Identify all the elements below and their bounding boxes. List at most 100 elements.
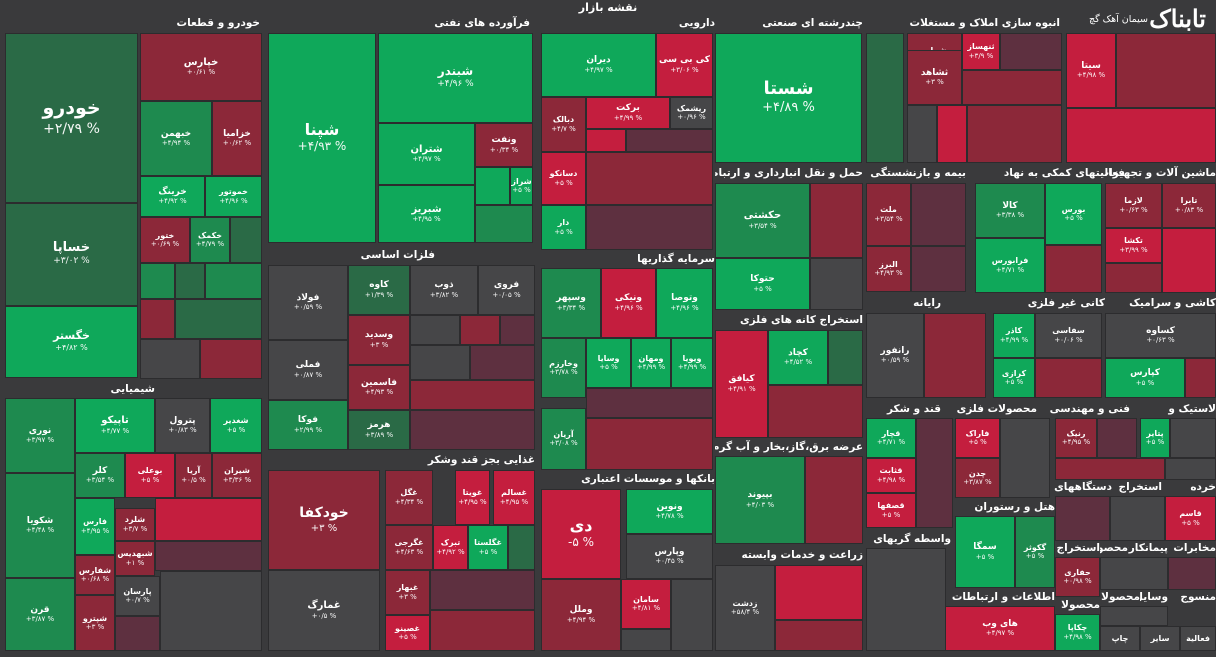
- stock-tile[interactable]: [155, 498, 262, 541]
- stock-tile[interactable]: [140, 263, 175, 299]
- stock-tile[interactable]: رانفور +۰/۵۹ %: [866, 313, 924, 398]
- stock-tile[interactable]: وسپهر +۳/۳۴ %: [541, 268, 601, 338]
- stock-tile[interactable]: قرن +۳/۸۷ %: [5, 578, 75, 651]
- stock-tile[interactable]: غصینو +۵ %: [385, 615, 430, 651]
- stock-tile[interactable]: خگستر +۴/۸۲ %: [5, 306, 138, 378]
- stock-tile[interactable]: شتران +۴/۹۷ %: [378, 123, 475, 185]
- stock-tile[interactable]: [586, 205, 713, 250]
- stock-tile[interactable]: خودکفا +۳ %: [268, 470, 380, 570]
- stock-tile[interactable]: فارس +۴/۹۵ %: [75, 498, 115, 555]
- stock-tile[interactable]: فملی +۰/۸۷ %: [268, 340, 348, 400]
- stock-tile[interactable]: [410, 315, 460, 345]
- stock-tile[interactable]: [967, 105, 1062, 163]
- stock-tile[interactable]: [810, 183, 863, 258]
- stock-tile[interactable]: دسانکو +۵ %: [541, 152, 586, 205]
- stock-tile[interactable]: [805, 456, 863, 544]
- stock-tile[interactable]: [1055, 458, 1165, 480]
- stock-tile[interactable]: خموتور +۴/۹۶ %: [205, 176, 262, 217]
- stock-tile[interactable]: ویویا +۴/۹۹ %: [671, 338, 713, 388]
- stock-tile[interactable]: وسدید +۳ %: [348, 315, 410, 365]
- stock-tile[interactable]: [1116, 33, 1216, 108]
- stock-tile[interactable]: خکمک +۴/۷۹ %: [190, 217, 230, 263]
- stock-tile[interactable]: تاپیکو +۴/۷۷ %: [75, 398, 155, 453]
- stock-tile[interactable]: [1066, 108, 1216, 163]
- stock-tile[interactable]: حتوکا +۵ %: [715, 258, 810, 310]
- stock-tile[interactable]: تبرک +۴/۹۲ %: [433, 525, 468, 570]
- stock-tile[interactable]: [828, 330, 863, 385]
- stock-tile[interactable]: حفاری +۰/۹۸ %: [1055, 557, 1100, 597]
- stock-tile[interactable]: شستا +۴/۸۹ %: [715, 33, 862, 163]
- stock-tile[interactable]: خودرو +۲/۷۹ %: [5, 33, 138, 203]
- stock-tile[interactable]: [500, 315, 535, 345]
- stock-tile[interactable]: [775, 565, 863, 620]
- stock-tile[interactable]: قچار +۴/۷۱ %: [866, 418, 916, 458]
- stock-tile[interactable]: وسایا +۵ %: [586, 338, 631, 388]
- stock-tile[interactable]: [586, 418, 713, 470]
- stock-tile[interactable]: خزامیا +۰/۶۲ %: [212, 101, 262, 176]
- stock-tile[interactable]: [866, 548, 946, 651]
- stock-tile[interactable]: شبهدیس +۱ %: [115, 541, 155, 576]
- stock-tile[interactable]: شفارس +۰/۶۸ %: [75, 555, 115, 595]
- stock-tile[interactable]: [430, 570, 535, 610]
- stock-tile[interactable]: شپترو +۳ %: [75, 595, 115, 651]
- stock-tile[interactable]: کپارس +۵ %: [1105, 358, 1185, 398]
- stock-tile[interactable]: فعالیة: [1180, 626, 1216, 651]
- stock-tile[interactable]: فولاد +۰/۵۹ %: [268, 265, 348, 340]
- stock-tile[interactable]: [671, 579, 713, 651]
- stock-tile[interactable]: چدن +۳/۸۷ %: [955, 458, 1000, 498]
- stock-tile[interactable]: [1100, 557, 1168, 590]
- stock-tile[interactable]: قصفها +۵ %: [866, 493, 916, 528]
- stock-tile[interactable]: [200, 339, 262, 379]
- stock-tile[interactable]: [140, 299, 175, 339]
- stock-tile[interactable]: [911, 183, 966, 246]
- stock-tile[interactable]: شپنا +۴/۹۳ %: [268, 33, 376, 243]
- stock-tile[interactable]: البرز +۴/۹۳ %: [866, 246, 911, 292]
- stock-tile[interactable]: کاذر +۴/۹۹ %: [993, 313, 1035, 358]
- stock-tile[interactable]: فرابورس +۴/۷۱ %: [975, 238, 1045, 293]
- stock-tile[interactable]: دیران +۴/۹۷ %: [541, 33, 656, 97]
- stock-tile[interactable]: خرینگ +۴/۹۲ %: [140, 176, 205, 217]
- stock-tile[interactable]: [205, 263, 262, 299]
- stock-tile[interactable]: ملت +۳/۵۴ %: [866, 183, 911, 246]
- stock-tile[interactable]: [810, 258, 863, 310]
- stock-tile[interactable]: شکویا +۴/۴۸ %: [5, 473, 75, 578]
- stock-tile[interactable]: کاوه +۱/۳۹ %: [348, 265, 410, 315]
- stock-tile[interactable]: وتوصا +۴/۹۶ %: [656, 268, 713, 338]
- stock-tile[interactable]: فوکا +۲/۹۹ %: [268, 400, 348, 450]
- stock-tile[interactable]: [410, 345, 470, 380]
- stock-tile[interactable]: [475, 205, 533, 243]
- stock-tile[interactable]: غویتا +۴/۹۵ %: [455, 470, 490, 525]
- stock-tile[interactable]: غگرجی +۴/۶۳ %: [385, 525, 433, 570]
- stock-tile[interactable]: [775, 620, 863, 651]
- stock-tile[interactable]: فاسمین +۴/۹۳ %: [348, 365, 410, 410]
- stock-tile[interactable]: [911, 246, 966, 292]
- stock-tile[interactable]: سایر: [1140, 626, 1180, 651]
- stock-tile[interactable]: غبهار +۳ %: [385, 570, 430, 615]
- stock-tile[interactable]: [1045, 245, 1102, 293]
- stock-tile[interactable]: [1162, 228, 1216, 293]
- stock-tile[interactable]: [160, 571, 262, 651]
- stock-tile[interactable]: شبندر +۴/۹۶ %: [378, 33, 533, 123]
- stock-tile[interactable]: شراز +۵ %: [510, 167, 533, 205]
- stock-tile[interactable]: سامان +۴/۸۱ %: [621, 579, 671, 629]
- stock-tile[interactable]: سمگا +۵ %: [955, 516, 1015, 588]
- stock-tile[interactable]: شغدیر +۵ %: [210, 398, 262, 453]
- stock-tile[interactable]: دی -۵ %: [541, 489, 621, 579]
- stock-tile[interactable]: کساوه +۰/۶۳ %: [1105, 313, 1216, 358]
- stock-tile[interactable]: سیتا +۴/۹۸ %: [1066, 33, 1116, 108]
- stock-tile[interactable]: [140, 339, 200, 379]
- stock-tile[interactable]: زدشت +۵۸/۴ %: [715, 565, 775, 651]
- stock-tile[interactable]: حکشتی +۳/۵۴ %: [715, 183, 810, 258]
- stock-tile[interactable]: [1100, 606, 1168, 626]
- stock-tile[interactable]: [475, 167, 510, 205]
- stock-tile[interactable]: ونفت +۰/۳۴ %: [475, 123, 533, 167]
- stock-tile[interactable]: [1000, 418, 1050, 498]
- stock-tile[interactable]: [586, 129, 626, 152]
- stock-tile[interactable]: ذوب +۳/۸۲ %: [410, 265, 478, 315]
- stock-tile[interactable]: فروی +۰/۰۵ %: [478, 265, 535, 315]
- stock-tile[interactable]: برکت +۴/۹۹ %: [586, 97, 670, 129]
- stock-tile[interactable]: لازما +۰/۶۳ %: [1105, 183, 1162, 228]
- stock-tile[interactable]: وپارس +۰/۴۵ %: [626, 534, 713, 579]
- stock-tile[interactable]: ونیکی +۴/۹۶ %: [601, 268, 656, 338]
- stock-tile[interactable]: غسالم +۴/۹۵ %: [493, 470, 535, 525]
